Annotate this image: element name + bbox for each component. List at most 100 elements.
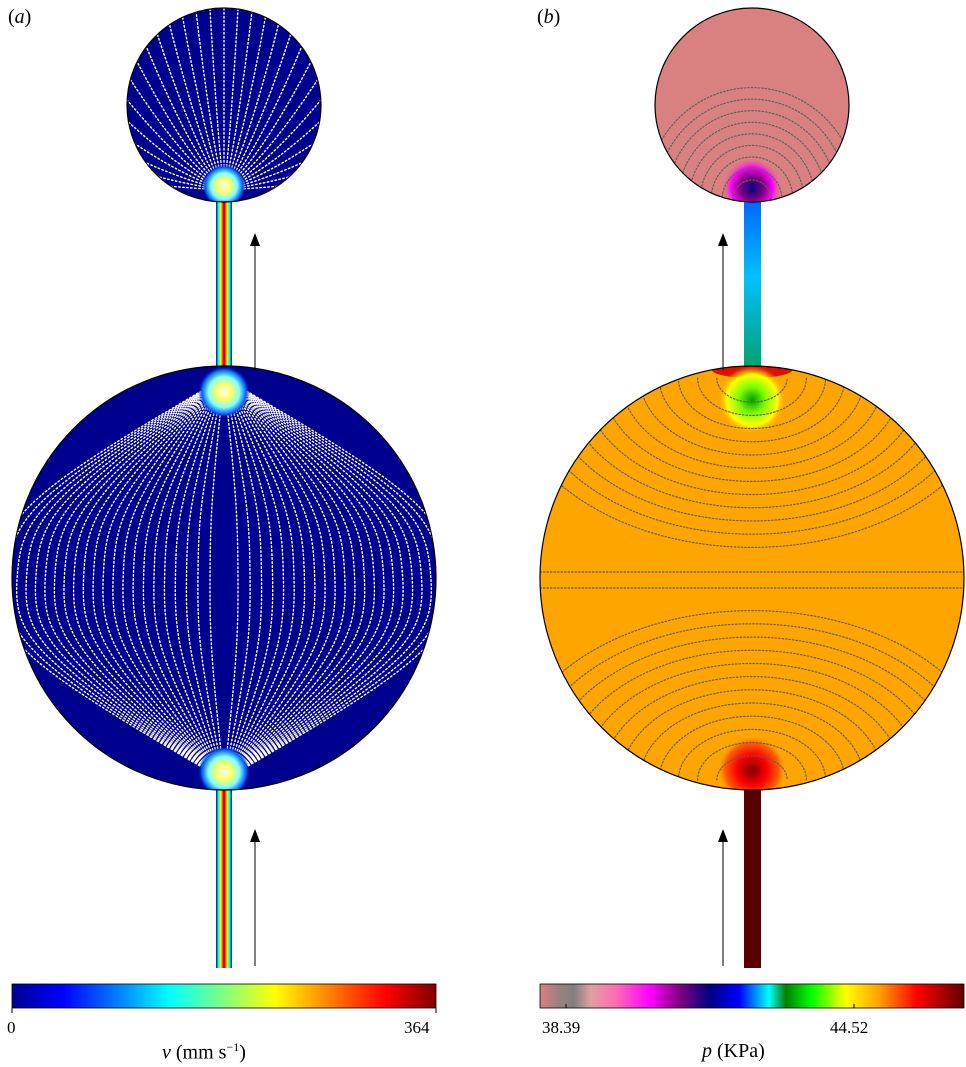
field-line xyxy=(721,167,783,201)
field-line xyxy=(197,377,225,781)
field-line xyxy=(540,610,964,781)
colorbar-b-high-label: 44.52 xyxy=(830,1018,869,1037)
field-line xyxy=(15,377,225,781)
field-line xyxy=(223,377,346,781)
field-line xyxy=(697,377,807,416)
outlet-sink-b xyxy=(718,366,786,434)
field-line xyxy=(153,377,225,781)
field-line xyxy=(223,377,433,781)
lower-chamber-b xyxy=(540,366,964,790)
field-line xyxy=(92,377,225,781)
field-line xyxy=(12,377,225,781)
field-line xyxy=(44,377,225,781)
field-line xyxy=(223,377,306,781)
colorbar-b-title: p (KPa) xyxy=(702,1040,765,1062)
upper-chamber-outline-a xyxy=(126,7,322,203)
flow-arrow-upper-b xyxy=(718,233,728,370)
field-line xyxy=(142,377,225,781)
field-line xyxy=(223,377,274,781)
field-line xyxy=(697,742,807,781)
panel-label-a: (a) xyxy=(8,6,32,28)
field-line xyxy=(658,377,846,443)
field-line xyxy=(223,377,395,781)
panel-b-pressure xyxy=(539,7,965,968)
field-line xyxy=(112,377,225,781)
colorbar-a-title: v (mm s−1) xyxy=(162,1040,246,1064)
field-line xyxy=(223,377,285,781)
field-line xyxy=(677,377,827,430)
field-line xyxy=(223,377,436,781)
field-line xyxy=(223,377,404,781)
hotspot-inlet-a xyxy=(198,746,250,790)
colorbar-a-min-label: 0 xyxy=(7,1018,16,1037)
field-line xyxy=(174,377,225,781)
field-line xyxy=(716,755,788,781)
field-line xyxy=(72,377,225,781)
field-line xyxy=(223,377,366,781)
field-line xyxy=(122,377,225,781)
field-line xyxy=(63,377,225,781)
field-line xyxy=(666,110,838,201)
colorbar-b-low-label: 38.39 xyxy=(542,1018,581,1037)
field-line xyxy=(688,133,816,201)
field-line xyxy=(127,134,225,191)
field-line xyxy=(601,377,903,482)
field-line xyxy=(620,689,884,781)
field-line xyxy=(620,377,884,469)
connector-tube-b xyxy=(744,196,761,376)
field-line xyxy=(732,179,772,201)
field-line xyxy=(82,377,225,781)
inlet-tube-b xyxy=(744,782,761,968)
colorbar-a-max-label: 364 xyxy=(404,1018,430,1037)
inlet-source-b xyxy=(718,736,786,790)
field-line xyxy=(223,377,263,781)
lower-chamber-outline-b xyxy=(539,365,965,791)
upper-chamber-outline-b xyxy=(654,7,850,203)
field-line xyxy=(163,377,225,781)
streamlines-lower-a xyxy=(12,377,436,781)
flow-arrow-lower-a xyxy=(250,829,260,966)
field-line xyxy=(223,377,414,781)
hotspot-upper-a xyxy=(202,164,246,202)
field-line xyxy=(223,377,436,781)
field-line xyxy=(223,377,316,781)
panel-a-velocity xyxy=(11,7,437,968)
field-line xyxy=(223,377,356,781)
field-line xyxy=(223,377,326,781)
field-line xyxy=(601,676,903,781)
field-line xyxy=(716,377,788,403)
field-line xyxy=(223,377,385,781)
field-line xyxy=(25,377,225,781)
isobars-lower-b xyxy=(540,377,964,781)
field-line xyxy=(677,728,827,781)
field-line xyxy=(223,377,251,781)
field-line xyxy=(710,156,794,201)
colorbar-a xyxy=(11,983,437,1009)
field-line xyxy=(53,377,225,781)
field-line xyxy=(223,134,321,191)
inlet-tube-a xyxy=(216,782,232,968)
field-line xyxy=(540,377,964,548)
field-line xyxy=(223,377,336,781)
field-line xyxy=(34,377,225,781)
lower-chamber-a xyxy=(12,366,436,790)
field-line xyxy=(677,121,827,201)
hotspot-outlet-a xyxy=(198,366,250,418)
connector-tube-a xyxy=(216,196,232,376)
colorbar-b xyxy=(539,983,965,1009)
field-line xyxy=(223,377,423,781)
field-line xyxy=(223,377,295,781)
upper-chamber-b xyxy=(655,8,849,202)
field-line xyxy=(699,144,805,201)
field-line xyxy=(658,715,846,781)
field-line xyxy=(132,377,225,781)
field-line xyxy=(102,377,225,781)
lower-chamber-outline-a xyxy=(11,365,437,791)
field-line xyxy=(12,377,225,781)
field-line xyxy=(209,377,225,781)
flow-arrow-lower-b xyxy=(718,829,728,966)
panel-label-b: (b) xyxy=(537,6,561,28)
field-line xyxy=(185,377,225,781)
